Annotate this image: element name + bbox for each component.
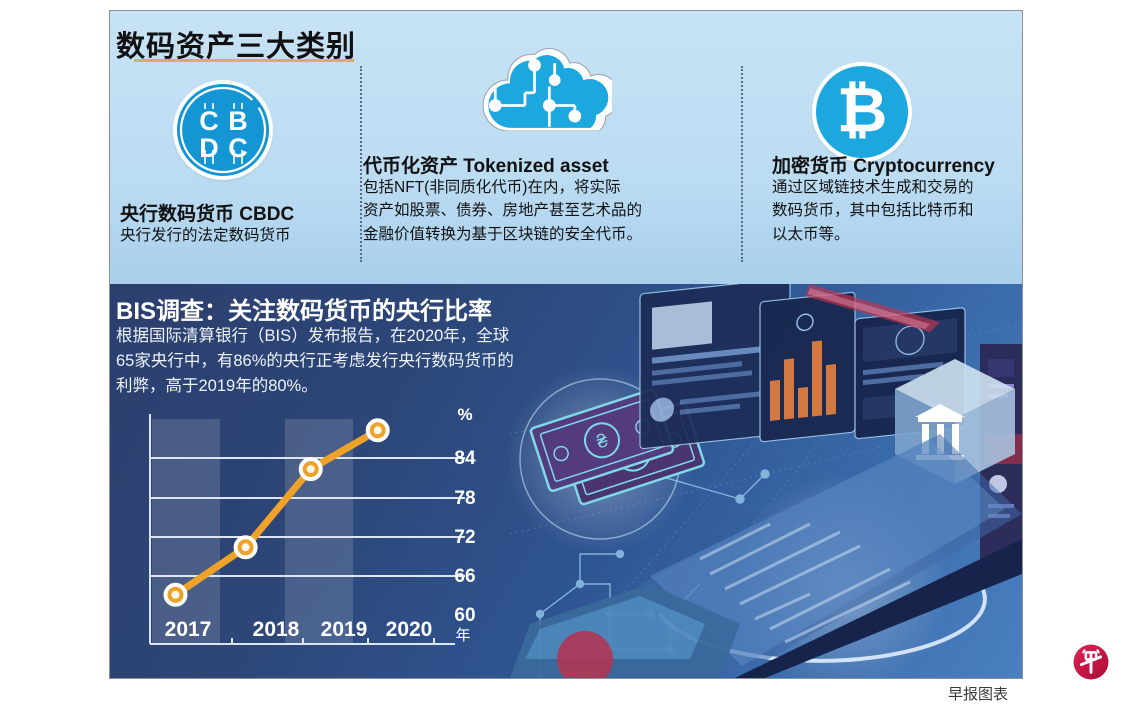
svg-text:2020: 2020 <box>386 618 433 641</box>
svg-text:年: 年 <box>455 627 470 644</box>
svg-text:78: 78 <box>454 488 475 509</box>
svg-text:D: D <box>199 133 219 163</box>
svg-text:B: B <box>228 106 248 136</box>
svg-text:66: 66 <box>454 566 475 587</box>
svg-text:C: C <box>199 106 219 136</box>
svg-text:2019: 2019 <box>321 618 368 641</box>
svg-text:%: % <box>457 408 472 424</box>
svg-text:84: 84 <box>454 448 476 469</box>
svg-text:60: 60 <box>454 605 475 626</box>
svg-text:72: 72 <box>454 527 475 548</box>
svg-text:2017: 2017 <box>165 618 212 641</box>
svg-text:C: C <box>228 133 248 163</box>
svg-text:₿: ₿ <box>837 76 888 145</box>
svg-text:2018: 2018 <box>253 618 300 641</box>
